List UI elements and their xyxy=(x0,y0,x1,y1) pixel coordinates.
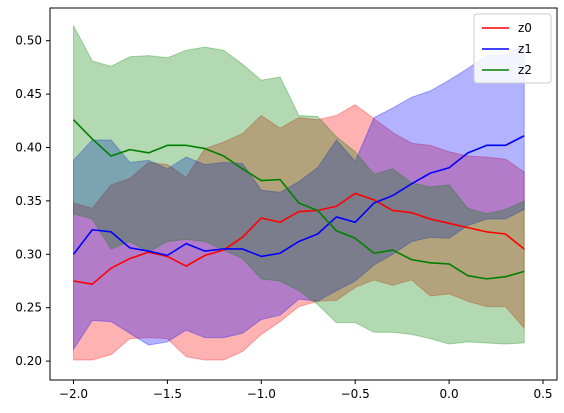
legend-label-z1: z1 xyxy=(518,42,532,56)
y-tick-label: 0.45 xyxy=(15,87,42,101)
band-z0 xyxy=(73,104,525,361)
legend: z0 z1 z2 xyxy=(473,13,552,84)
plot-frame xyxy=(49,7,558,381)
x-tick-label: 0.5 xyxy=(533,387,552,401)
x-tick-label: −1.0 xyxy=(247,387,276,401)
line-z2 xyxy=(72,119,525,280)
y-tick-label: 0.20 xyxy=(15,354,42,368)
band-z2 xyxy=(73,25,525,345)
x-tick-label: −2.0 xyxy=(59,387,88,401)
y-tick-label: 0.30 xyxy=(15,247,42,261)
y-tick-label: 0.35 xyxy=(15,194,42,208)
x-tick-label: 0.0 xyxy=(440,387,459,401)
confidence-bands xyxy=(73,25,525,361)
x-axis: −2.0 −1.5 −1.0 −0.5 0.0 0.5 xyxy=(59,380,553,401)
y-tick-label: 0.50 xyxy=(15,34,42,48)
y-tick-label: 0.25 xyxy=(15,301,42,315)
y-tick-label: 0.40 xyxy=(15,141,42,155)
legend-label-z2: z2 xyxy=(518,63,532,77)
y-axis: 0.20 0.25 0.30 0.35 0.40 0.45 0.50 xyxy=(15,34,50,368)
line-z1 xyxy=(72,135,525,258)
x-tick-label: −1.5 xyxy=(153,387,182,401)
legend-label-z0: z0 xyxy=(518,21,532,35)
legend-box xyxy=(473,13,552,84)
line-z0 xyxy=(73,192,525,286)
series-lines xyxy=(72,119,525,286)
band-z1 xyxy=(73,45,525,352)
x-tick-label: −0.5 xyxy=(341,387,370,401)
